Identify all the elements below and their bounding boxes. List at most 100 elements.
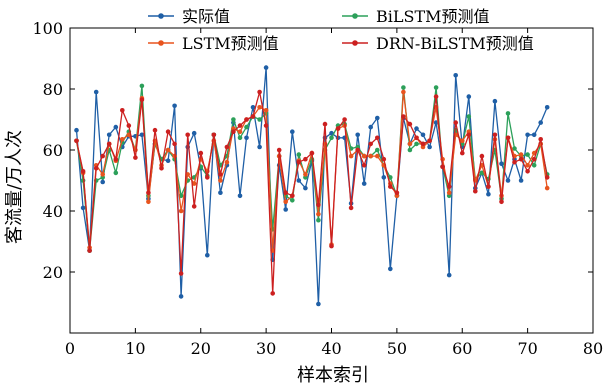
data-point [139,83,145,89]
data-point [172,141,177,147]
data-point [407,147,413,153]
data-point [348,153,354,159]
data-point [257,89,262,95]
data-point [172,103,177,109]
y-tick-label: 100 [32,19,63,38]
x-tick-label: 30 [256,339,276,358]
data-point [538,137,543,142]
data-point [191,181,197,186]
data-point [492,98,498,104]
data-point [368,124,374,130]
data-point [309,150,315,156]
data-point [218,190,223,195]
legend-marker [352,40,358,46]
data-point [499,161,504,166]
data-point [433,85,439,90]
plot-frame [69,27,594,334]
data-point [361,181,367,186]
series-layer [74,65,550,307]
data-point [486,184,491,189]
data-point [316,211,321,217]
data-point [375,147,380,153]
data-point [276,147,282,153]
data-point [401,85,406,90]
data-point [388,266,393,272]
data-point [446,272,452,278]
data-point [460,150,465,156]
data-point [525,163,530,168]
data-point [113,124,119,130]
data-point [316,202,321,208]
data-point [525,152,530,157]
data-point [257,144,262,150]
data-point [165,158,171,163]
data-point [394,190,400,195]
data-point [296,178,302,183]
data-point [283,207,289,212]
y-axis-title: 客流量/万人次 [4,130,25,244]
data-point [244,117,249,122]
data-point [414,141,419,147]
data-point [460,138,465,144]
data-point [165,129,171,134]
data-point [296,159,302,165]
data-point [100,172,105,177]
x-tick-label: 80 [583,339,603,358]
data-point [178,294,184,299]
data-point [205,175,210,180]
ticks-layer: 0 10 20 30 40 50 60 70 80 20 40 60 80 100 [32,19,603,358]
data-point [518,156,524,162]
data-point [191,204,197,209]
data-point [113,170,119,176]
x-tick-label: 50 [387,339,407,358]
data-point [453,73,459,78]
data-point [381,156,387,162]
data-point [263,65,269,70]
data-point [479,170,485,176]
data-point [420,132,426,138]
data-point [270,291,276,296]
data-point [414,126,419,131]
data-point [237,129,243,134]
x-tick-label: 10 [125,339,145,358]
x-tick-label: 40 [321,339,341,358]
series-4 [74,89,550,296]
data-point [133,155,138,160]
legend-item-3: LSTM预测值 [148,34,279,53]
data-point [224,144,230,150]
data-point [93,166,99,171]
data-point [329,135,334,141]
data-point [427,144,432,150]
data-point [100,153,105,159]
data-point [375,115,380,121]
data-point [303,156,308,162]
data-point [414,135,419,141]
data-point [120,137,125,142]
legend-marker [158,13,164,19]
data-point [401,114,406,119]
data-point [159,166,164,171]
data-point [263,108,269,113]
data-point [106,141,112,147]
data-point [525,132,530,138]
data-point [518,152,524,157]
data-point [237,135,243,141]
data-point [244,124,249,130]
data-point [466,132,472,138]
x-tick-label: 0 [65,339,75,358]
data-point [525,169,530,174]
y-tick-label: 40 [43,202,63,221]
data-point [492,132,498,138]
legend-label: BiLSTM预测值 [376,7,490,26]
data-point [446,184,452,189]
data-point [191,130,197,136]
data-point [290,193,295,199]
data-point [139,97,145,102]
data-point [106,132,112,138]
data-point [100,179,105,185]
y-tick-label: 60 [43,141,63,160]
data-point [322,121,328,127]
data-point [87,248,92,253]
y-tick-label: 20 [43,263,63,282]
